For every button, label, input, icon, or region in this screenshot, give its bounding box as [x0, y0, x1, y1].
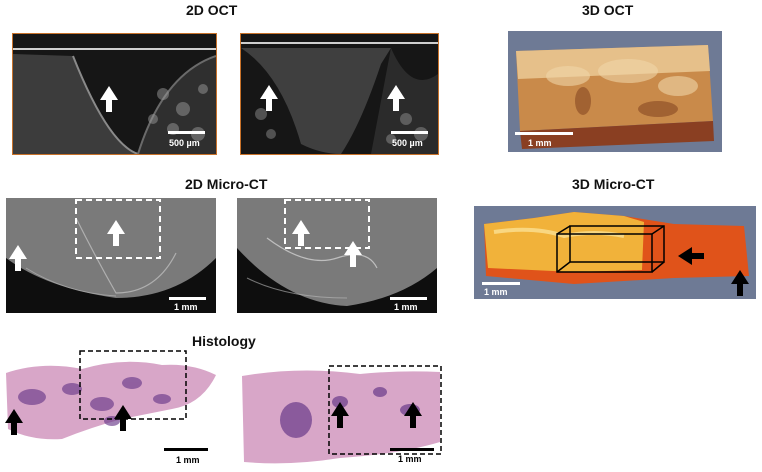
- oct2d-left-image: 500 µm: [12, 33, 217, 155]
- microct3d-image: 1 mm: [474, 206, 756, 299]
- histology-right-image: 1 mm: [240, 362, 444, 470]
- up-arrow-icon: [292, 220, 362, 267]
- oct3d-title: 3D OCT: [582, 2, 634, 18]
- up-arrow-icon: [100, 86, 118, 112]
- scale-bar-label: 1 mm: [176, 455, 200, 465]
- scale-bar-label: 500 µm: [392, 138, 423, 148]
- up-arrow-icon: [331, 402, 422, 428]
- scale-bar-label: 1 mm: [394, 302, 418, 312]
- scale-bar-label: 1 mm: [484, 287, 508, 297]
- microct2d-right-image: 1 mm: [237, 198, 437, 313]
- histology-left-image: 1 mm: [2, 349, 220, 469]
- histology-title: Histology: [192, 333, 256, 349]
- microct2d-left-image: 1 mm: [6, 198, 216, 313]
- oct2d-title: 2D OCT: [186, 2, 238, 18]
- up-arrow-icon: [260, 85, 405, 111]
- scale-bar-label: 1 mm: [528, 138, 552, 148]
- oct3d-image: 1 mm: [508, 31, 722, 152]
- oct2d-right-image: 500 µm: [240, 33, 439, 155]
- left-arrow-icon: [678, 247, 704, 265]
- up-arrow-icon: [9, 220, 125, 271]
- up-arrow-icon: [5, 405, 132, 435]
- microct3d-title: 3D Micro-CT: [572, 176, 655, 192]
- up-arrow-icon: [731, 270, 749, 296]
- scale-bar-label: 1 mm: [174, 302, 198, 312]
- scale-bar-label: 1 mm: [398, 454, 422, 464]
- microct2d-title: 2D Micro-CT: [185, 176, 268, 192]
- scale-bar-label: 500 µm: [169, 138, 200, 148]
